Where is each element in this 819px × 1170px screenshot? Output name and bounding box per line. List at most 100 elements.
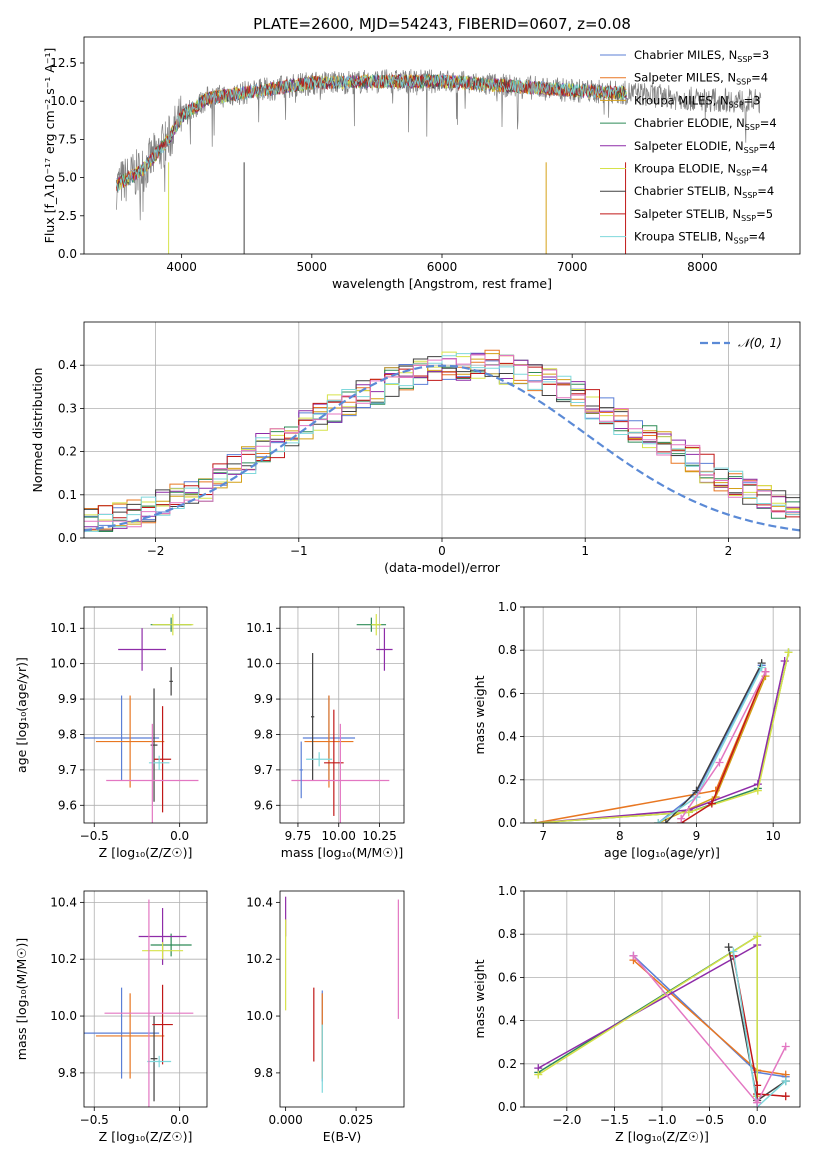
weight-marker bbox=[534, 1070, 543, 1079]
Z_weight-xtick-label: −0.5 bbox=[695, 1113, 724, 1127]
weight-line bbox=[732, 955, 786, 1097]
Z_weight-ylabel: mass weight bbox=[472, 959, 487, 1038]
age_vs_mass-ytick-label: 10.0 bbox=[246, 657, 273, 671]
legend-label: Chabrier ELODIE, NSSP=4 bbox=[634, 116, 777, 132]
age_weight-xtick-label: 9 bbox=[693, 829, 701, 843]
age_weight-xlabel: age [log₁₀(age/yr)] bbox=[604, 845, 720, 860]
age_vs_Z-ytick-label: 9.8 bbox=[58, 727, 77, 741]
Z_weight-frame bbox=[523, 890, 801, 1108]
residuals-ytick-label: 0.1 bbox=[58, 488, 77, 502]
mass_vs_ebv-points bbox=[285, 896, 399, 1093]
legend-label-sub: SSP bbox=[742, 191, 757, 200]
age_weight-xtick-label: 8 bbox=[616, 829, 624, 843]
age_weight-ytick-label: 1.0 bbox=[498, 600, 517, 614]
residuals-xlabel: (data-model)/error bbox=[384, 560, 501, 575]
mass_vs_ebv-axes: 0.000 0.025 9.8 10.0 10.2 10.4 E(B-V) bbox=[246, 895, 373, 1144]
mass_vs_ebv-ytick-label: 10.0 bbox=[246, 1009, 273, 1023]
age_weight-series bbox=[531, 648, 793, 823]
Z_weight-series bbox=[534, 932, 790, 1107]
legend-label-sub: SSP bbox=[736, 169, 751, 178]
residuals-ytick-label: 0.3 bbox=[58, 401, 77, 415]
age_vs_Z-frame bbox=[83, 606, 208, 824]
mass_vs_Z-xtick-label: 0.0 bbox=[170, 1113, 189, 1127]
age_vs_Z-ytick-label: 10.0 bbox=[50, 657, 77, 671]
age_vs_mass-ytick-label: 9.9 bbox=[254, 692, 273, 706]
legend-label: Kroupa STELIB, NSSP=4 bbox=[634, 230, 765, 246]
residuals-ylabel: Normed distribution bbox=[30, 368, 45, 493]
spectrum-ytick-label: 12.5 bbox=[50, 56, 77, 70]
legend-label-main: Salpeter ELODIE, N bbox=[634, 139, 744, 153]
legend-label-n: =4 bbox=[760, 116, 777, 130]
mass_vs_ebv-ytick-label: 10.4 bbox=[246, 895, 273, 909]
legend-label: Chabrier STELIB, NSSP=4 bbox=[634, 184, 774, 200]
Z_weight-ytick-label: 0.6 bbox=[498, 970, 517, 984]
residuals-xtick-label: 0 bbox=[438, 544, 446, 558]
weight-line bbox=[537, 935, 758, 1097]
legend-label-main: Kroupa MILES, N bbox=[634, 93, 729, 107]
residuals-frame bbox=[83, 321, 801, 539]
weight-marker bbox=[781, 1092, 790, 1101]
legend-label: Kroupa ELODIE, NSSP=4 bbox=[634, 162, 768, 178]
legend-label-sub: SSP bbox=[734, 237, 749, 246]
weight-marker bbox=[707, 799, 716, 808]
age_vs_mass-ytick-label: 9.8 bbox=[254, 727, 273, 741]
residual-hists bbox=[84, 349, 800, 534]
spectrum-ytick-label: 2.5 bbox=[58, 209, 77, 223]
panels: 4000 5000 6000 7000 80000.02.55.07.510.012.5… bbox=[14, 36, 801, 1144]
age_vs_mass-ytick-label: 9.7 bbox=[254, 763, 273, 777]
weight-line bbox=[535, 652, 790, 823]
Z_weight-xlabel: Z [log₁₀(Z/Z☉)] bbox=[615, 1129, 709, 1144]
mass_vs_Z-ytick-label: 10.4 bbox=[50, 895, 77, 909]
age_vs_Z-ytick-label: 10.1 bbox=[50, 621, 77, 635]
Z_weight-xtick-label: 0.0 bbox=[748, 1113, 767, 1127]
legend-label: Salpeter STELIB, NSSP=5 bbox=[634, 207, 773, 223]
Z_weight-ytick-label: 0.2 bbox=[498, 1057, 517, 1071]
weight-marker bbox=[784, 648, 793, 657]
age_vs_Z-ylabel: age [log₁₀(age/yr)] bbox=[14, 657, 29, 773]
spectrum-xtick-label: 6000 bbox=[427, 260, 458, 274]
weight-marker bbox=[715, 758, 724, 767]
age_vs_mass-xtick-label: 9.75 bbox=[285, 829, 312, 843]
age_weight-ylabel: mass weight bbox=[472, 675, 487, 754]
mass_vs_Z-xlabel: Z [log₁₀(Z/Z☉)] bbox=[99, 1129, 193, 1144]
Z_weight-ytick-label: 1.0 bbox=[498, 884, 517, 898]
spectrum-frame bbox=[83, 36, 801, 255]
legend-label-n: =3 bbox=[752, 48, 769, 62]
age_vs_Z-ytick-label: 9.6 bbox=[58, 798, 77, 812]
weight-marker bbox=[677, 814, 686, 823]
spectrum-axes: 4000 5000 6000 7000 8000 0.0 2.5 5.0 7.5 10.0 12.5… bbox=[42, 48, 718, 291]
mass_vs_Z-xtick-label: −0.5 bbox=[80, 1113, 109, 1127]
spectrum-xtick-label: 4000 bbox=[166, 260, 197, 274]
age_vs_mass-xlabel: mass [log₁₀(M/M☉)] bbox=[281, 845, 403, 860]
legend-label-main: Chabrier ELODIE, N bbox=[634, 116, 745, 130]
legend-label-main: Salpeter STELIB, N bbox=[634, 207, 741, 221]
spectrum-data-line bbox=[116, 69, 762, 221]
spectrum-ytick-label: 0.0 bbox=[58, 247, 77, 261]
legend-label-n: =3 bbox=[744, 93, 761, 107]
weight-marker bbox=[629, 951, 638, 960]
age_weight-xtick-label: 10 bbox=[766, 829, 781, 843]
legend-label-sub: SSP bbox=[744, 146, 759, 155]
age_weight-axes: 7 8 9 10 0.0 0.2 0.4 0.6 0.8 1.0 age [log₁₀(age/yr… bbox=[472, 600, 800, 860]
mass_vs_ebv-xlabel: E(B-V) bbox=[323, 1129, 362, 1144]
legend-label-main: Chabrier MILES, N bbox=[634, 48, 737, 62]
residuals-ytick-label: 0.0 bbox=[58, 531, 77, 545]
weight-marker bbox=[531, 819, 540, 823]
legend-label-n: =4 bbox=[759, 139, 776, 153]
mass_vs_ebv-frame bbox=[279, 890, 405, 1108]
age_vs_mass-ytick-label: 10.1 bbox=[246, 621, 273, 635]
mass_vs_Z-frame bbox=[83, 890, 208, 1108]
age_weight-xtick-label: 7 bbox=[539, 829, 547, 843]
residuals-ytick-label: 0.2 bbox=[58, 445, 77, 459]
legend-label-n: =4 bbox=[757, 184, 774, 198]
legend-label-sub: SSP bbox=[729, 100, 744, 109]
Z_weight-ytick-label: 0.0 bbox=[498, 1100, 517, 1114]
weight-line bbox=[535, 652, 790, 823]
weight-marker bbox=[753, 786, 762, 795]
mass_vs_Z-points bbox=[84, 899, 194, 1107]
mass_vs_Z-ytick-label: 9.8 bbox=[58, 1066, 77, 1080]
legend-label: Chabrier MILES, NSSP=3 bbox=[634, 48, 769, 64]
spectrum-ytick-label: 5.0 bbox=[58, 171, 77, 185]
